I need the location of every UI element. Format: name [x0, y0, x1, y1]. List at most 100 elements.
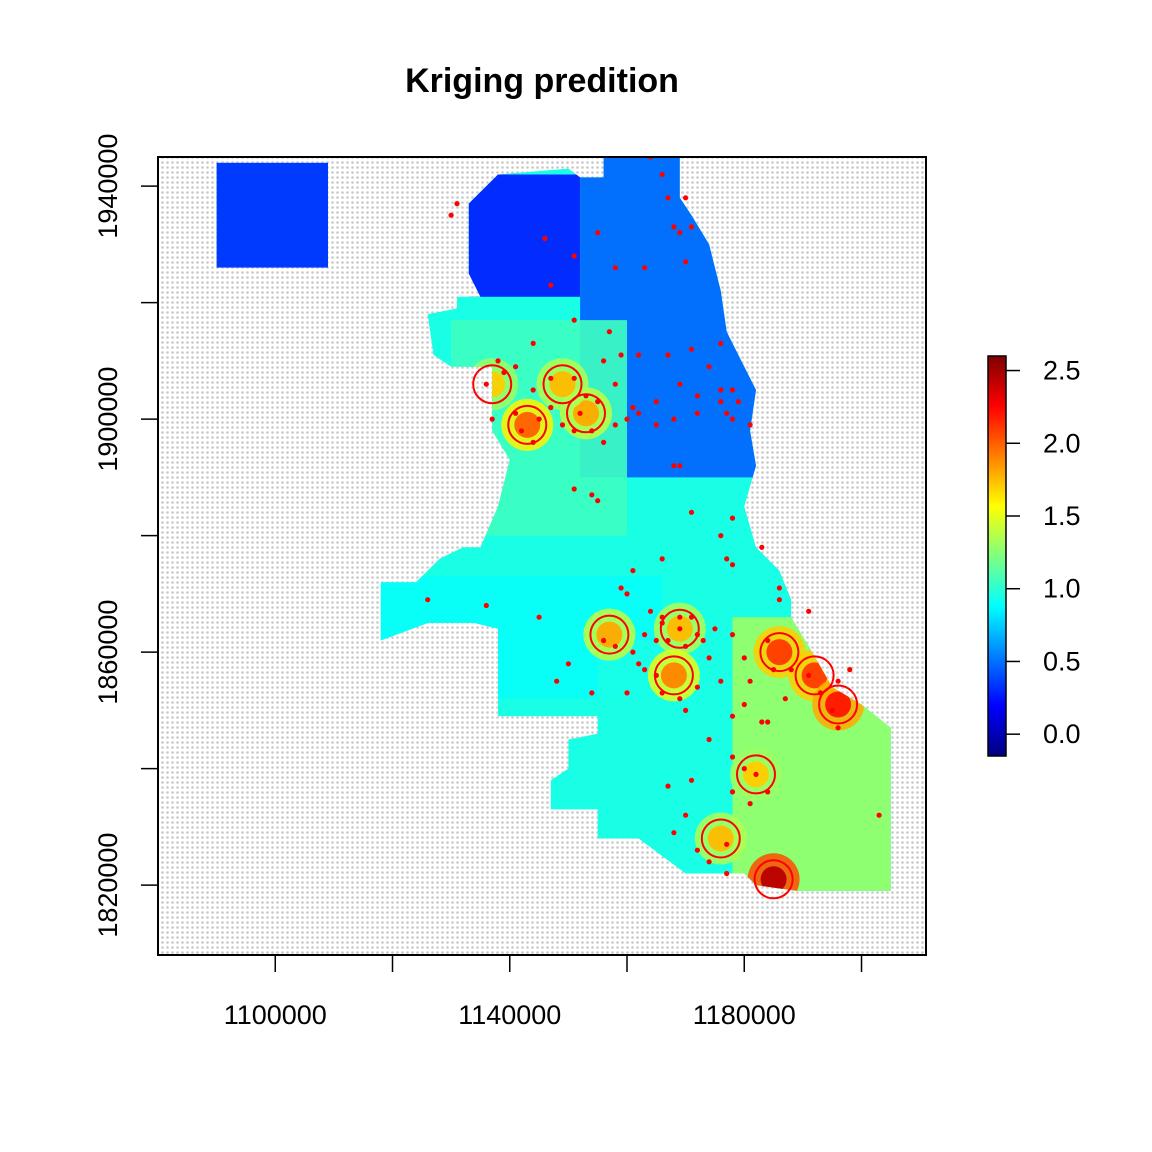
observation-point — [612, 381, 618, 387]
observation-point — [489, 416, 495, 422]
observation-point — [513, 410, 519, 416]
observation-point — [559, 422, 566, 428]
observation-point — [630, 404, 636, 411]
observation-point — [759, 719, 765, 725]
colorbar-tick-label: 1.5 — [1043, 501, 1081, 531]
observation-point — [665, 637, 671, 644]
observation-point — [618, 352, 624, 358]
observation-point — [700, 637, 706, 644]
y-tick-label: 1820000 — [93, 833, 123, 938]
observation-point — [741, 766, 747, 772]
observation-point — [677, 614, 683, 620]
observation-point — [589, 428, 595, 434]
colorbar-tick-label: 1.0 — [1043, 574, 1081, 604]
contour-line — [753, 859, 794, 900]
observation-point — [483, 602, 489, 609]
observation-point — [771, 667, 777, 673]
observation-point — [653, 422, 659, 428]
observation-point — [659, 556, 665, 562]
contour-line — [507, 404, 548, 445]
observation-point — [530, 387, 536, 393]
observation-point — [729, 713, 736, 719]
observation-point — [653, 637, 659, 644]
observation-point — [677, 696, 683, 702]
observation-point — [659, 620, 665, 626]
observation-point — [729, 562, 736, 568]
observation-point — [688, 346, 695, 352]
observation-point — [659, 171, 665, 178]
y-tick-label: 1860000 — [93, 600, 123, 705]
observation-point — [454, 201, 460, 207]
observation-point — [782, 696, 788, 702]
observation-point — [718, 678, 724, 684]
y-tick-label: 1940000 — [93, 134, 123, 239]
observation-point — [571, 253, 577, 259]
observation-point — [683, 259, 689, 265]
colorbar-ramp — [987, 355, 1007, 757]
observation-point — [688, 509, 695, 515]
observation-point — [571, 317, 577, 323]
observation-point — [765, 637, 771, 644]
observation-point — [835, 678, 841, 684]
observation-point — [659, 690, 665, 696]
observation-point — [718, 533, 724, 539]
contour-line — [700, 818, 741, 859]
observation-point — [677, 626, 683, 632]
observation-point — [624, 416, 630, 422]
plot-area — [158, 157, 926, 955]
observation-point — [741, 701, 747, 708]
observation-point — [729, 754, 736, 760]
contour-line — [818, 684, 859, 725]
observation-point — [530, 439, 536, 445]
observation-point — [653, 672, 659, 679]
observation-point — [571, 486, 577, 492]
contour-line — [589, 614, 630, 655]
observation-point — [612, 643, 618, 649]
observation-point — [706, 655, 712, 661]
observation-point — [642, 667, 648, 673]
observation-point — [694, 684, 701, 690]
observation-point — [565, 661, 572, 667]
observation-point — [835, 725, 841, 731]
surface-hotspot-core — [514, 411, 541, 438]
observation-point — [724, 410, 730, 416]
observation-point — [671, 224, 677, 230]
colorbar-tick-label: 0.0 — [1043, 719, 1081, 749]
observation-point — [688, 614, 695, 620]
observation-point — [683, 195, 689, 201]
observation-point — [671, 416, 677, 422]
observation-point — [571, 375, 577, 381]
surface-region-detached — [216, 162, 328, 268]
observation-point — [595, 399, 601, 405]
observation-point — [677, 381, 683, 387]
observation-point — [612, 422, 618, 428]
surface-hotspot-core — [660, 662, 687, 689]
observation-point — [642, 265, 648, 271]
observation-point — [741, 655, 747, 661]
observation-point — [571, 428, 577, 434]
colorbar: 0.0 0.5 1.0 1.5 2.0 2.5 — [987, 355, 1081, 757]
observation-point — [694, 410, 701, 416]
observation-point — [636, 352, 642, 358]
observation-point — [624, 591, 630, 597]
observation-point — [495, 358, 501, 364]
observation-point — [706, 736, 712, 743]
contour-lines — [472, 364, 859, 900]
observation-point — [747, 678, 753, 684]
observation-point — [718, 340, 724, 346]
observation-point — [694, 847, 701, 853]
contour-line — [659, 608, 700, 649]
observation-point — [806, 608, 812, 614]
observation-point — [735, 399, 742, 405]
observation-point — [589, 492, 595, 498]
observation-point — [659, 614, 665, 620]
contour-line — [759, 632, 800, 673]
observation-point — [536, 614, 542, 620]
chart-title: Kriging predition — [405, 62, 679, 100]
y-axis: 1820000 1860000 1900000 1940000 — [93, 134, 159, 938]
surface-hotspot-core — [801, 662, 828, 689]
surface-region — [468, 174, 581, 297]
observation-point — [688, 224, 695, 230]
observation-point — [595, 498, 601, 504]
